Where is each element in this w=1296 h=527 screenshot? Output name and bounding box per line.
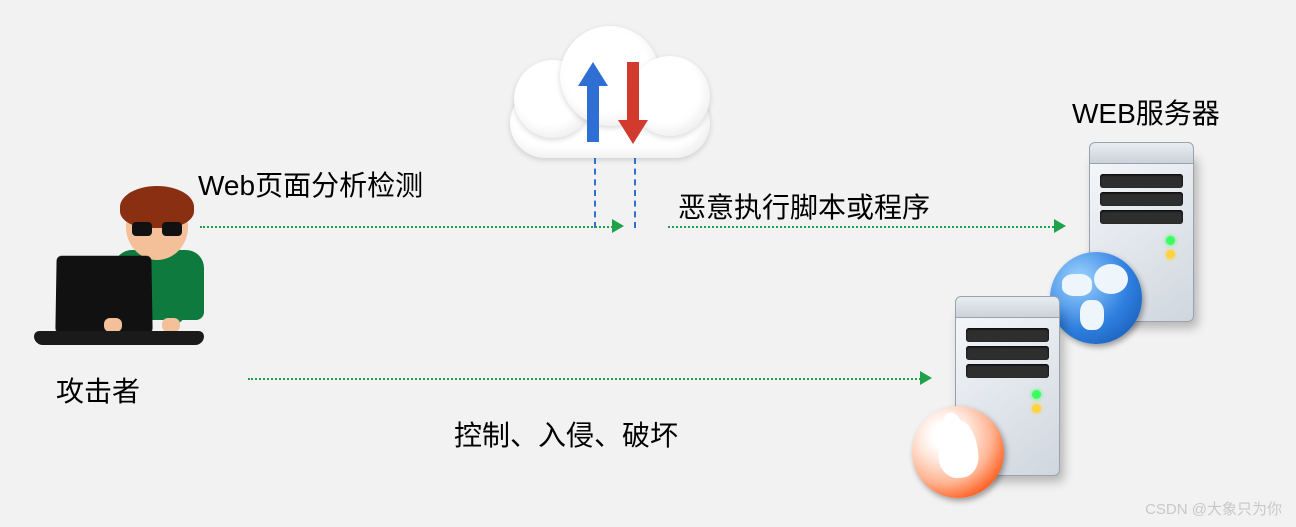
flame-icon bbox=[912, 406, 1004, 498]
laptop-base-icon bbox=[34, 331, 204, 345]
server-bay bbox=[966, 364, 1049, 378]
edge-analyze-line bbox=[200, 226, 616, 228]
sunglasses-icon bbox=[132, 222, 182, 236]
download-arrow-icon bbox=[618, 62, 648, 142]
server-led bbox=[1166, 236, 1175, 245]
attacker-label: 攻击者 bbox=[56, 370, 140, 410]
server-bay bbox=[1100, 192, 1183, 206]
attacker-hand-right bbox=[162, 318, 180, 332]
cloud-drip-right bbox=[634, 158, 636, 228]
server-led bbox=[1032, 404, 1041, 413]
server-bay bbox=[1100, 210, 1183, 224]
edge-exploit-label: 恶意执行脚本或程序 bbox=[678, 186, 930, 226]
server-top bbox=[1089, 142, 1194, 164]
edge-control-line bbox=[248, 378, 924, 380]
compromised-server-icon bbox=[940, 296, 1075, 496]
server-top bbox=[955, 296, 1060, 318]
server-bay bbox=[966, 346, 1049, 360]
server-bay bbox=[1100, 174, 1183, 188]
server-led bbox=[1032, 390, 1041, 399]
attacker-hand-left bbox=[104, 318, 122, 332]
edge-exploit-line bbox=[668, 226, 1058, 228]
upload-arrow-icon bbox=[578, 62, 608, 142]
edge-exploit-head bbox=[1054, 219, 1066, 233]
server-bay bbox=[966, 328, 1049, 342]
edge-analyze-label: Web页面分析检测 bbox=[198, 164, 423, 204]
web-server-icon bbox=[1074, 142, 1209, 342]
cloud-drip-left bbox=[594, 158, 596, 228]
server-led bbox=[1166, 250, 1175, 259]
cloud-icon bbox=[500, 18, 720, 178]
edge-control-label: 控制、入侵、破坏 bbox=[454, 414, 678, 454]
edge-control-head bbox=[920, 371, 932, 385]
web-server-label: WEB服务器 bbox=[1072, 92, 1220, 132]
watermark-text: CSDN @大象只为你 bbox=[1145, 498, 1282, 519]
cloud-body bbox=[500, 18, 720, 178]
edge-analyze-head bbox=[612, 219, 624, 233]
attacker-figure bbox=[34, 190, 204, 345]
